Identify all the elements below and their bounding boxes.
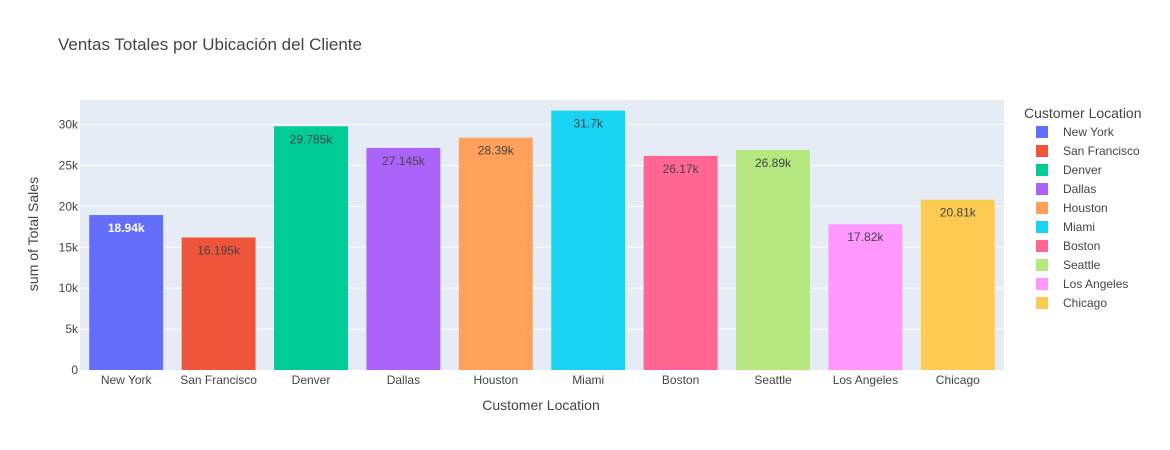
y-tick-label: 15k [59, 240, 79, 254]
bar-value-label: 27.145k [382, 154, 426, 168]
x-tick-label: New York [101, 373, 153, 387]
legend-swatch[interactable] [1036, 278, 1048, 290]
chart-title: Ventas Totales por Ubicación del Cliente [58, 35, 362, 54]
bar-value-label: 28.39k [478, 144, 515, 158]
y-tick-label: 30k [59, 118, 79, 132]
legend-label[interactable]: Dallas [1063, 182, 1096, 196]
legend-swatch[interactable] [1036, 126, 1048, 138]
x-axis-title: Customer Location [482, 397, 600, 413]
y-tick-label: 25k [59, 158, 79, 172]
bar[interactable] [736, 149, 810, 370]
x-tick-label: Seattle [754, 373, 792, 387]
legend-label[interactable]: Boston [1063, 239, 1100, 253]
bar[interactable] [920, 199, 995, 370]
bar[interactable] [274, 126, 348, 371]
y-tick-label: 10k [59, 281, 79, 295]
bar[interactable] [366, 147, 441, 370]
legend-swatch[interactable] [1036, 221, 1048, 233]
legend-label[interactable]: New York [1063, 125, 1115, 139]
bar-value-label: 17.82k [847, 230, 884, 244]
bar[interactable] [89, 215, 164, 370]
x-axis-ticks: New York San Francisco Denver Dallas Houston… [101, 373, 980, 387]
x-tick-label: Denver [292, 373, 331, 387]
bar-value-label: 16.195k [197, 243, 241, 257]
legend: Customer Location New York San Francisco D… [1024, 105, 1142, 310]
bar-value-label: 31.7k [574, 117, 604, 131]
legend-swatch[interactable] [1036, 145, 1048, 157]
legend-items: New York San Francisco Denver Dallas Houston… [1036, 125, 1140, 310]
legend-swatch[interactable] [1036, 297, 1048, 309]
y-tick-label: 0 [71, 363, 78, 377]
legend-label[interactable]: Seattle [1063, 258, 1101, 272]
y-axis-title: sum of Total Sales [25, 177, 41, 291]
legend-label[interactable]: San Francisco [1063, 144, 1140, 158]
legend-title: Customer Location [1024, 105, 1142, 121]
bar-value-labels: 18.94k 16.195k 29.785k 27.145k 28.39k 31.7k 26… [108, 117, 977, 258]
y-tick-label: 20k [59, 199, 79, 213]
legend-label[interactable]: Denver [1063, 163, 1102, 177]
x-tick-label: Los Angeles [833, 373, 898, 387]
bar[interactable] [458, 137, 533, 370]
bar[interactable] [181, 237, 256, 370]
x-tick-label: Dallas [387, 373, 420, 387]
bar-value-label: 26.89k [755, 156, 792, 170]
legend-swatch[interactable] [1036, 164, 1048, 176]
legend-label[interactable]: Houston [1063, 201, 1108, 215]
legend-swatch[interactable] [1036, 240, 1048, 252]
bar-value-label: 29.785k [290, 132, 334, 146]
bar[interactable] [828, 224, 903, 370]
bar-value-label: 26.17k [663, 162, 700, 176]
bar[interactable] [551, 110, 626, 371]
legend-swatch[interactable] [1036, 183, 1048, 195]
bar-value-label: 18.94k [108, 221, 145, 235]
x-tick-label: Boston [662, 373, 699, 387]
x-tick-label: San Francisco [180, 373, 257, 387]
legend-swatch[interactable] [1036, 259, 1048, 271]
bar[interactable] [643, 155, 718, 370]
bar-value-label: 20.81k [940, 206, 977, 220]
legend-swatch[interactable] [1036, 202, 1048, 214]
legend-label[interactable]: Miami [1063, 220, 1095, 234]
legend-label[interactable]: Chicago [1063, 296, 1107, 310]
bars [89, 110, 995, 371]
legend-label[interactable]: Los Angeles [1063, 277, 1128, 291]
y-tick-label: 5k [65, 322, 79, 336]
x-tick-label: Miami [572, 373, 604, 387]
y-axis-ticks: 0 5k 10k 15k 20k 25k 30k [59, 118, 79, 377]
x-tick-label: Houston [473, 373, 518, 387]
x-tick-label: Chicago [936, 373, 980, 387]
